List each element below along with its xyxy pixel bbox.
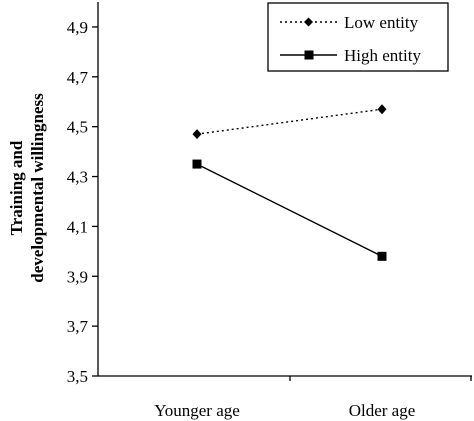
y-tick-label: 4,9 <box>67 18 88 37</box>
legend-label-high-entity: High entity <box>344 46 421 65</box>
y-tick-label: 3,7 <box>67 317 89 336</box>
y-axis-title: Training and developmental willingness <box>7 93 47 283</box>
series-line-high-entity <box>196 163 383 257</box>
legend: Low entity High entity <box>267 2 449 72</box>
data-point-diamond <box>192 129 202 140</box>
data-point-square <box>192 159 202 169</box>
y-axis-title-line-1: Training and <box>7 140 26 235</box>
x-tick-label: Younger age <box>154 401 240 420</box>
series-layer <box>192 104 387 261</box>
legend-marker-high-entity <box>304 50 314 60</box>
y-ticks: 3,5 3,7 3,9 4,1 4,3 4,5 4,7 4,9 <box>67 18 98 386</box>
legend-label-low-entity: Low entity <box>344 13 419 32</box>
data-point-square <box>377 251 387 261</box>
y-tick-label: 4,5 <box>67 118 88 137</box>
legend-marker-low-entity <box>304 17 313 27</box>
legend-box <box>267 2 449 72</box>
axes <box>97 2 472 381</box>
y-tick-label: 3,5 <box>67 367 88 386</box>
y-tick-label: 4,7 <box>67 68 89 87</box>
x-ticks: Younger age Older age <box>154 401 415 420</box>
y-tick-label: 4,3 <box>67 168 88 187</box>
y-axis-title-line-2: developmental willingness <box>28 93 47 283</box>
y-tick-label: 3,9 <box>67 267 88 286</box>
series-line-low-entity <box>196 108 383 135</box>
y-tick-label: 4,1 <box>67 217 88 236</box>
x-tick-label: Older age <box>349 401 416 420</box>
data-point-diamond <box>377 104 387 115</box>
